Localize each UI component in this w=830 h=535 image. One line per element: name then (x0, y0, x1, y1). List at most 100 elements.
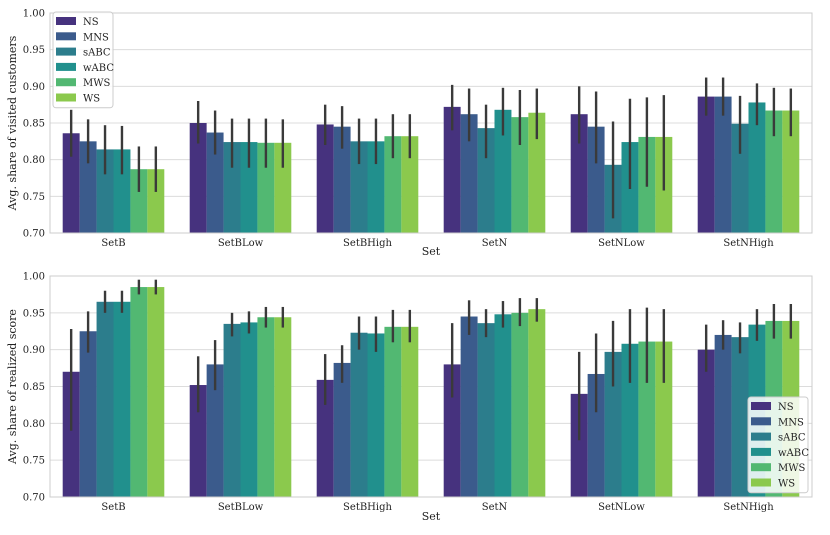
y-tick-label: 0.75 (23, 192, 45, 203)
bar-MNS-SetNHigh (714, 334, 732, 497)
bar-MWS-SetN (511, 117, 529, 233)
bar-sABC-SetBLow (223, 323, 241, 497)
bar-NS-SetNLow (570, 114, 588, 233)
y-tick-label: 0.95 (23, 45, 45, 56)
x-tick-label: SetB (101, 502, 125, 513)
bar-wABC-SetN (494, 314, 512, 497)
bar-MNS-SetN (460, 114, 478, 233)
bar-wABC-SetBHigh (367, 141, 385, 233)
y-tick-label: 1.00 (23, 9, 45, 20)
legend-label-WS: WS (778, 479, 795, 490)
legend-swatch-NS (56, 17, 76, 25)
bar-NS-SetNLow (570, 393, 588, 497)
legend-label-NS: NS (83, 17, 99, 28)
bar-NS-SetBLow (189, 123, 207, 233)
bar-sABC-SetBLow (223, 142, 241, 233)
bar-NS-SetNHigh (697, 96, 715, 233)
bar-MNS-SetNLow (587, 373, 605, 497)
bar-MWS-SetN (511, 312, 529, 497)
bar-MWS-SetNLow (638, 341, 656, 497)
bar-MNS-SetBLow (206, 132, 224, 233)
legend-swatch-wABC (751, 447, 771, 456)
bar-WS-SetBLow (274, 142, 292, 233)
y-axis-label: Avg. share of realized score (6, 309, 19, 465)
x-tick-label: SetBHigh (343, 238, 392, 249)
bar-MWS-SetBLow (257, 317, 275, 497)
y-tick-label: 0.90 (23, 82, 45, 93)
y-tick-label: 0.75 (23, 456, 45, 467)
legend-label-NS: NS (778, 402, 794, 413)
y-tick-label: 0.70 (23, 493, 45, 504)
legend-label-wABC: wABC (83, 63, 114, 74)
bar-NS-SetB (62, 133, 80, 233)
legend-swatch-WS (56, 93, 76, 102)
legend: NS MNS sABC wABC MWS WS (52, 11, 114, 109)
bar-wABC-SetNLow (621, 343, 639, 497)
legend-swatch-sABC (56, 47, 76, 56)
y-tick-label: 0.95 (23, 308, 45, 319)
bar-wABC-SetN (494, 109, 512, 233)
axes-frame (49, 12, 813, 234)
x-tick-label: SetNHigh (723, 502, 774, 513)
bar-NS-SetN (443, 106, 461, 233)
x-tick-label: SetBLow (218, 238, 264, 249)
bar-sABC-SetB (96, 301, 114, 497)
legend-label-MNS: MNS (83, 32, 109, 43)
bar-MWS-SetBHigh (384, 326, 402, 497)
bar-sABC-SetBHigh (350, 332, 368, 497)
legend: NS MNS sABC wABC MWS WS (747, 396, 809, 494)
x-axis-label: Set (422, 245, 441, 258)
bar-sABC-SetN (477, 323, 495, 497)
legend-label-MWS: MWS (778, 463, 806, 474)
legend-label-wABC: wABC (778, 448, 809, 459)
bar-wABC-SetB (113, 301, 131, 497)
bar-NS-SetN (443, 364, 461, 497)
bar-MNS-SetBLow (206, 364, 224, 497)
legend-label-MNS: MNS (778, 417, 804, 428)
bar-sABC-SetNHigh (731, 123, 749, 233)
bar-WS-SetNHigh (782, 110, 800, 233)
x-tick-label: SetBLow (218, 502, 264, 513)
legend-label-sABC: sABC (83, 48, 111, 59)
bar-MWS-SetBHigh (384, 136, 402, 233)
bar-MWS-SetNHigh (765, 110, 783, 233)
bar-NS-SetBHigh (316, 379, 334, 497)
legend-swatch-NS (751, 402, 771, 410)
legend-swatch-MWS (751, 463, 771, 472)
y-tick-label: 0.90 (23, 345, 45, 356)
legend-swatch-WS (751, 478, 771, 487)
legend-label-MWS: MWS (83, 78, 111, 89)
chart-panel-2: 0.70 0.75 0.80 0.85 0.90 0.95 1.00 SetB SetBLow S… (6, 272, 813, 523)
bar-WS-SetB (147, 169, 165, 233)
bar-WS-SetN (528, 309, 546, 497)
bar-MWS-SetBLow (257, 142, 275, 233)
bar-WS-SetBHigh (401, 136, 419, 233)
bar-MNS-SetBHigh (333, 126, 351, 233)
bar-WS-SetN (528, 112, 546, 233)
bar-MWS-SetB (130, 169, 148, 233)
bar-WS-SetBHigh (401, 326, 419, 497)
bar-wABC-SetNHigh (748, 102, 766, 233)
x-tick-label: SetB (101, 238, 125, 249)
x-tick-label: SetBHigh (343, 502, 392, 513)
y-tick-label: 0.70 (23, 229, 45, 240)
bar-wABC-SetB (113, 149, 131, 233)
legend-swatch-MNS (751, 417, 771, 426)
y-tick-label: 0.85 (23, 119, 45, 130)
bar-sABC-SetB (96, 149, 114, 233)
x-tick-label: SetNLow (598, 238, 645, 249)
x-tick-label: SetN (482, 238, 508, 249)
bar-WS-SetNLow (655, 341, 673, 497)
legend-label-sABC: sABC (778, 433, 806, 444)
legend-swatch-wABC (56, 62, 76, 71)
y-tick-label: 0.85 (23, 382, 45, 393)
bar-sABC-SetNHigh (731, 337, 749, 497)
bar-wABC-SetBLow (240, 142, 258, 233)
bar-sABC-SetNLow (604, 351, 622, 497)
y-tick-label: 1.00 (23, 272, 45, 283)
bar-NS-SetBHigh (316, 124, 334, 233)
bar-MNS-SetB (79, 141, 97, 233)
bar-NS-SetNHigh (697, 349, 715, 497)
bar-MNS-SetB (79, 331, 97, 497)
